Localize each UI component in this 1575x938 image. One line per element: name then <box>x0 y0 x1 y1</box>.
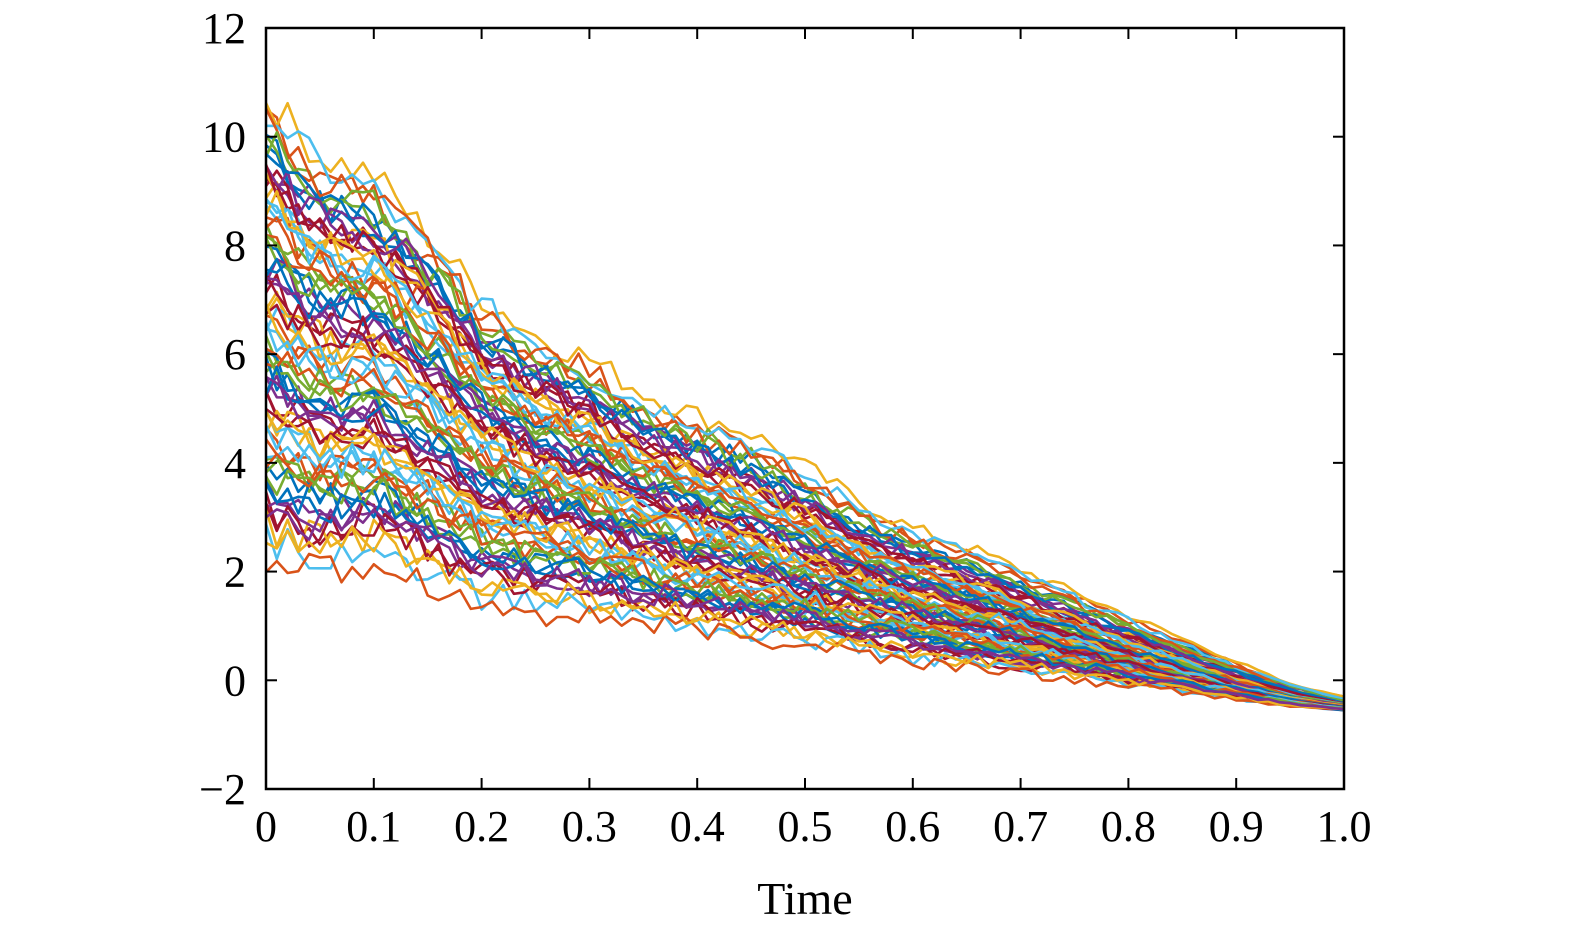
x-tick-label: 0.6 <box>885 802 940 851</box>
x-axis-label: Time <box>757 873 852 924</box>
y-tick-label: 10 <box>202 113 246 162</box>
x-tick-label: 0.1 <box>346 802 401 851</box>
y-tick-label: −2 <box>199 765 246 814</box>
sample-path <box>264 523 1345 712</box>
y-tick-label: 6 <box>224 330 246 379</box>
sample-path <box>265 200 1345 706</box>
sample-path <box>265 346 1345 708</box>
sample-path <box>264 321 1345 709</box>
y-tick-label: 8 <box>224 221 246 270</box>
sample-path <box>265 124 1345 701</box>
x-tick-label: 1.0 <box>1317 802 1372 851</box>
sample-paths <box>264 101 1345 712</box>
x-tick-label: 0.3 <box>562 802 617 851</box>
sample-path <box>264 273 1345 708</box>
x-tick-label: 0.4 <box>670 802 725 851</box>
y-tick-label: 0 <box>224 656 246 705</box>
sample-path <box>264 190 1345 707</box>
sample-path <box>264 101 1345 698</box>
sample-path <box>265 525 1345 711</box>
sample-path <box>264 452 1345 711</box>
y-tick-label: 4 <box>224 439 246 488</box>
x-tick-label: 0.7 <box>993 802 1048 851</box>
x-tick-label: 0 <box>255 802 277 851</box>
sample-path <box>264 165 1345 706</box>
x-tick-label: 0.9 <box>1209 802 1264 851</box>
axis-ticks: 0 0.1 0.2 0.3 0.4 0.5 0.6 0.7 0.8 0.9 1.0−20246810… <box>199 4 1371 851</box>
x-tick-label: 0.5 <box>778 802 833 851</box>
y-tick-label: 12 <box>202 4 246 53</box>
sample-path <box>265 508 1345 711</box>
x-tick-label: 0.8 <box>1101 802 1156 851</box>
y-tick-label: 2 <box>224 548 246 597</box>
sample-path <box>264 257 1345 708</box>
sample-path <box>265 552 1345 711</box>
x-tick-label: 0.2 <box>454 802 509 851</box>
